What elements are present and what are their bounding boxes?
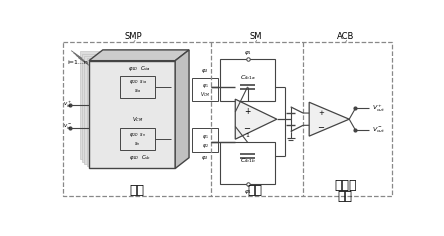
Text: $C_{fb1b}$: $C_{fb1b}$ <box>240 156 256 165</box>
Polygon shape <box>175 50 189 169</box>
Text: $\varphi_2$: $\varphi_2$ <box>202 154 209 162</box>
Polygon shape <box>89 61 175 169</box>
Text: 1: 1 <box>245 134 249 139</box>
Text: $V_{out}^-$: $V_{out}^-$ <box>372 125 385 135</box>
Text: $\varphi_1$: $\varphi_1$ <box>244 188 251 196</box>
Text: $V_{CM}$: $V_{CM}$ <box>200 90 210 99</box>
Text: $V_{out}^+$: $V_{out}^+$ <box>372 103 385 114</box>
Text: i=1...n: i=1...n <box>67 60 88 65</box>
Text: $s_{ia}$: $s_{ia}$ <box>134 88 141 95</box>
Text: +: + <box>318 110 324 116</box>
Text: $\varphi_2$: $\varphi_2$ <box>202 142 209 150</box>
Text: ACB: ACB <box>337 32 354 41</box>
Text: $\varphi_{1D}$  $C_{sb}$: $\varphi_{1D}$ $C_{sb}$ <box>129 153 151 162</box>
Text: $\varphi_{2D}$  $s_{ia}$: $\varphi_{2D}$ $s_{ia}$ <box>129 78 147 86</box>
Text: $v_{in}^-$: $v_{in}^-$ <box>63 123 72 132</box>
Text: 缓冲和: 缓冲和 <box>334 179 357 192</box>
Polygon shape <box>235 99 277 139</box>
Text: SM: SM <box>249 32 262 41</box>
Text: $\varphi_1$: $\varphi_1$ <box>202 82 209 90</box>
Polygon shape <box>84 56 170 164</box>
Text: 采样: 采样 <box>129 184 144 197</box>
Text: $\varphi_1$: $\varphi_1$ <box>202 132 209 140</box>
Polygon shape <box>80 51 166 159</box>
Text: +: + <box>244 107 250 117</box>
Text: SMP: SMP <box>125 32 143 41</box>
Text: $\varphi_{2D}$  $s_{n}$: $\varphi_{2D}$ $s_{n}$ <box>129 131 146 139</box>
Text: $-$: $-$ <box>317 121 325 130</box>
Text: 求和: 求和 <box>248 184 263 197</box>
Polygon shape <box>89 50 189 61</box>
Text: 激活: 激活 <box>338 190 353 203</box>
Text: $\varphi_{1D}$  $C_{sia}$: $\varphi_{1D}$ $C_{sia}$ <box>128 64 151 73</box>
Text: $V_{CM}$: $V_{CM}$ <box>132 115 143 124</box>
Text: $\varphi_2$: $\varphi_2$ <box>202 67 209 76</box>
Text: $s_{n}$: $s_{n}$ <box>135 140 141 148</box>
Polygon shape <box>87 58 173 166</box>
Polygon shape <box>82 54 168 161</box>
Polygon shape <box>309 102 349 136</box>
Text: $C_{fb1a}$: $C_{fb1a}$ <box>240 73 255 82</box>
Text: $v_{in}^+$: $v_{in}^+$ <box>63 99 72 110</box>
Text: $-$: $-$ <box>243 122 251 131</box>
Text: $\varphi_1$: $\varphi_1$ <box>244 49 251 57</box>
